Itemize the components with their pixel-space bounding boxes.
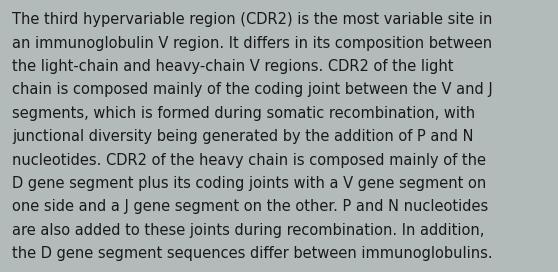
Text: one side and a J gene segment on the other. P and N nucleotides: one side and a J gene segment on the oth… <box>12 199 488 214</box>
Text: the D gene segment sequences differ between immunoglobulins.: the D gene segment sequences differ betw… <box>12 246 493 261</box>
Text: are also added to these joints during recombination. In addition,: are also added to these joints during re… <box>12 223 485 238</box>
Text: D gene segment plus its coding joints with a V gene segment on: D gene segment plus its coding joints wi… <box>12 176 487 191</box>
Text: nucleotides. CDR2 of the heavy chain is composed mainly of the: nucleotides. CDR2 of the heavy chain is … <box>12 153 486 168</box>
Text: the light-chain and heavy-chain V regions. CDR2 of the light: the light-chain and heavy-chain V region… <box>12 59 454 74</box>
Text: junctional diversity being generated by the addition of P and N: junctional diversity being generated by … <box>12 129 474 144</box>
Text: chain is composed mainly of the coding joint between the V and J: chain is composed mainly of the coding j… <box>12 82 493 97</box>
Text: segments, which is formed during somatic recombination, with: segments, which is formed during somatic… <box>12 106 475 121</box>
Text: an immunoglobulin V region. It differs in its composition between: an immunoglobulin V region. It differs i… <box>12 36 492 51</box>
Text: The third hypervariable region (CDR2) is the most variable site in: The third hypervariable region (CDR2) is… <box>12 12 493 27</box>
